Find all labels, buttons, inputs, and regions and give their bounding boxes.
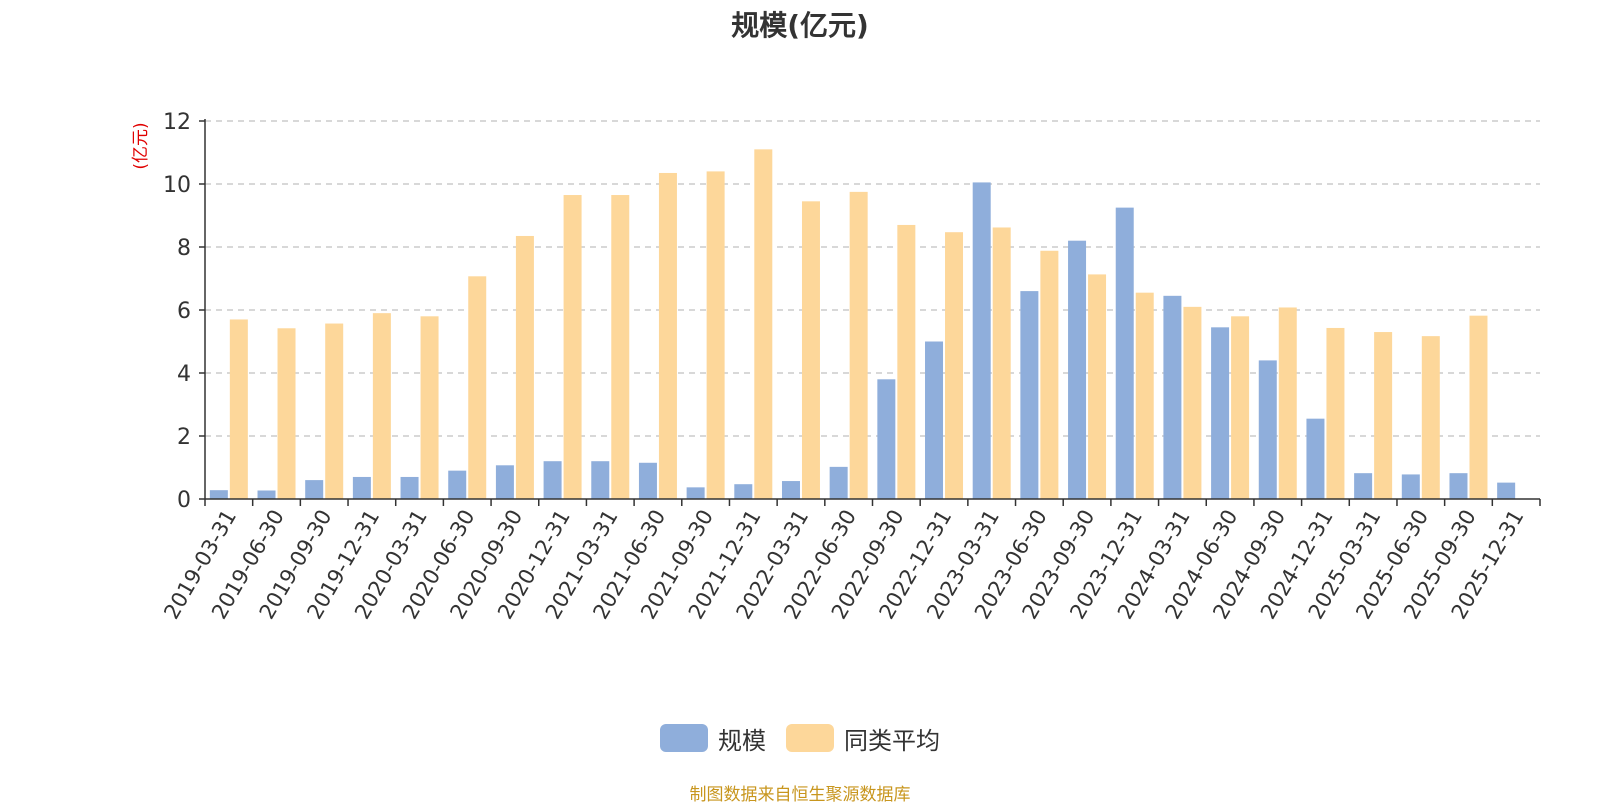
bar-scale[interactable]: [1068, 240, 1087, 499]
bar-scale[interactable]: [686, 487, 705, 499]
legend-item-scale[interactable]: 规模: [660, 721, 766, 756]
bar-scale[interactable]: [495, 465, 514, 499]
y-tick-label: 10: [163, 173, 191, 198]
bar-peer-average[interactable]: [706, 171, 725, 499]
bar-scale[interactable]: [925, 341, 944, 500]
bar-peer-average[interactable]: [992, 227, 1011, 499]
bar-scale[interactable]: [1449, 473, 1468, 499]
bar-scale[interactable]: [829, 466, 848, 499]
chart-title: 规模(亿元): [731, 9, 869, 42]
bar-peer-average[interactable]: [897, 224, 916, 499]
bar-peer-average[interactable]: [658, 172, 677, 499]
bar-peer-average[interactable]: [754, 149, 773, 499]
axes: [204, 119, 1541, 506]
bar-scale[interactable]: [1211, 327, 1230, 499]
bar-scale[interactable]: [400, 476, 419, 499]
bar-peer-average[interactable]: [1183, 306, 1202, 499]
y-tick-label: 2: [177, 425, 191, 450]
bar-peer-average[interactable]: [563, 195, 582, 499]
bar-peer-average[interactable]: [372, 313, 391, 499]
bar-peer-average[interactable]: [611, 195, 630, 499]
y-axis-label: (亿元): [131, 122, 151, 169]
legend-swatch-scale: [660, 724, 708, 752]
legend-label-scale: 规模: [718, 726, 766, 755]
bar-peer-average[interactable]: [945, 232, 964, 499]
bar-scale[interactable]: [781, 481, 800, 499]
bar-scale[interactable]: [448, 470, 467, 499]
bar-peer-average[interactable]: [1278, 307, 1297, 499]
bar-peer-average[interactable]: [1374, 332, 1393, 499]
y-tick-label: 12: [163, 110, 191, 135]
x-tick-labels: 2019-03-312019-06-302019-09-302019-12-31…: [159, 505, 1528, 623]
bar-peer-average[interactable]: [1231, 316, 1250, 499]
bar-scale[interactable]: [591, 461, 610, 499]
bar-scale[interactable]: [352, 476, 371, 499]
source-note: 制图数据来自恒生聚源数据库: [689, 785, 911, 805]
y-tick-label: 4: [177, 362, 191, 387]
y-tick-label: 0: [177, 488, 191, 513]
bar-peer-average[interactable]: [1469, 315, 1488, 499]
chart-plot: 0 2 4 6 8 10 12 2019-03-312019-06-302019-09-30…: [131, 110, 1541, 623]
y-tick-label: 8: [177, 236, 191, 261]
bar-scale[interactable]: [972, 182, 991, 500]
bar-peer-average[interactable]: [229, 319, 248, 499]
legend-label-peer-average: 同类平均: [844, 726, 940, 755]
bar-peer-average[interactable]: [277, 328, 296, 499]
y-tick-label: 6: [177, 299, 191, 324]
bar-peer-average[interactable]: [1040, 250, 1059, 499]
bar-scale[interactable]: [305, 480, 324, 499]
bar-scale[interactable]: [209, 490, 228, 499]
bar-peer-average[interactable]: [1421, 336, 1440, 499]
bar-scale[interactable]: [257, 490, 276, 499]
bar-peer-average[interactable]: [1326, 327, 1345, 499]
bar-peer-average[interactable]: [801, 201, 820, 499]
bar-scale[interactable]: [1497, 482, 1516, 499]
bar-scale[interactable]: [1306, 418, 1325, 499]
legend-swatch-peer-average: [786, 724, 834, 752]
bar-peer-average[interactable]: [468, 276, 487, 499]
legend: 规模 同类平均: [0, 721, 1600, 756]
bar-scale[interactable]: [1115, 207, 1134, 499]
bars: [209, 149, 1516, 500]
legend-item-peer-average[interactable]: 同类平均: [786, 721, 940, 756]
bar-peer-average[interactable]: [849, 191, 868, 499]
y-tick-labels: 0 2 4 6 8 10 12: [163, 110, 205, 513]
bar-scale[interactable]: [1401, 474, 1420, 499]
bar-peer-average[interactable]: [1135, 292, 1154, 499]
bar-scale[interactable]: [638, 462, 657, 499]
bar-peer-average[interactable]: [515, 235, 534, 499]
bar-scale[interactable]: [1163, 295, 1182, 499]
bar-peer-average[interactable]: [325, 323, 344, 499]
bar-scale[interactable]: [877, 379, 896, 499]
bar-peer-average[interactable]: [420, 316, 439, 499]
bar-scale[interactable]: [1354, 473, 1373, 499]
bar-scale[interactable]: [1258, 360, 1277, 499]
bar-scale[interactable]: [734, 484, 753, 499]
bar-scale[interactable]: [543, 461, 562, 499]
bar-scale[interactable]: [1020, 291, 1039, 499]
bar-peer-average[interactable]: [1088, 274, 1107, 499]
